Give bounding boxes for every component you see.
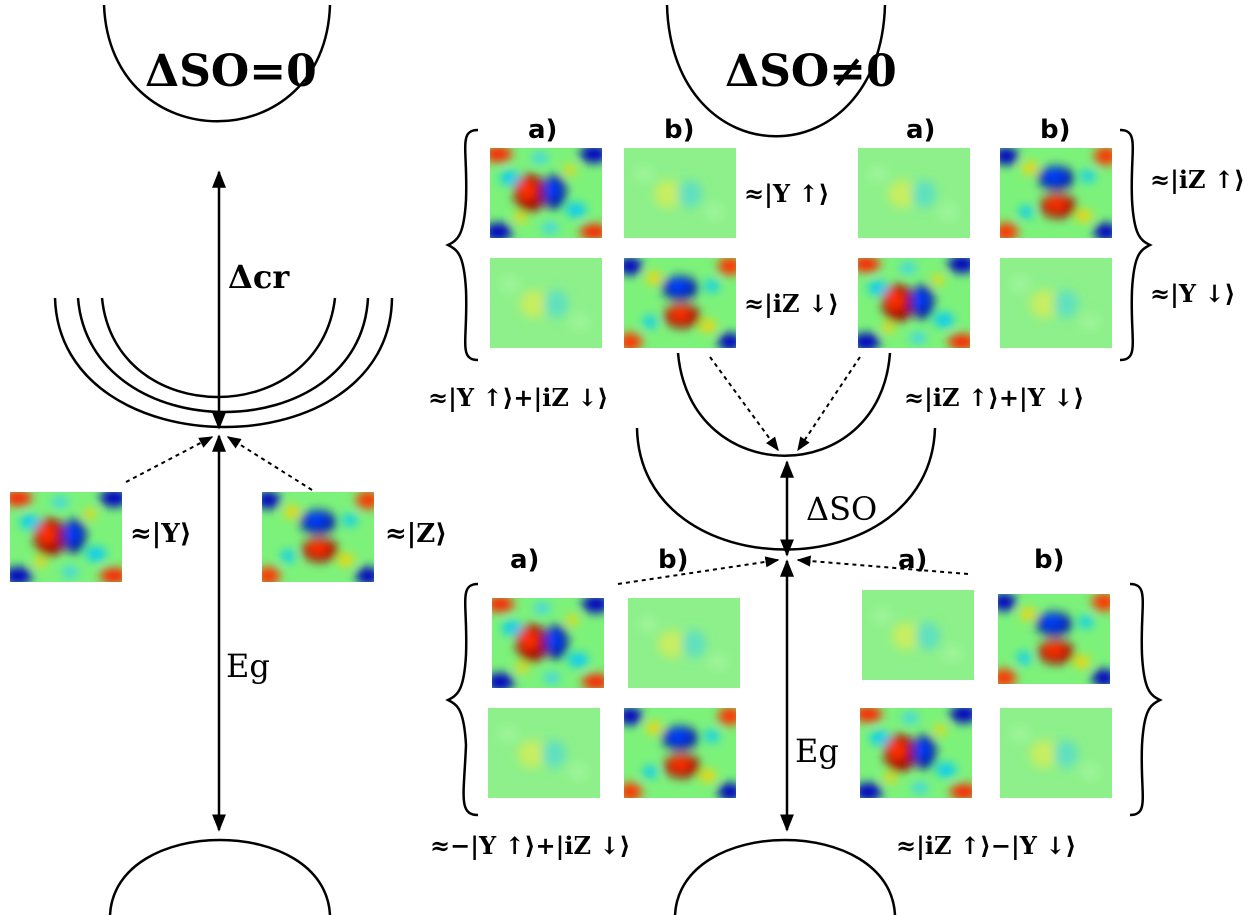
title-right: ΔSO≠0 bbox=[725, 46, 897, 97]
lower-label-b2: b) bbox=[1034, 545, 1065, 575]
conduction-band-top-right bbox=[665, 4, 887, 138]
upper-label-a1: a) bbox=[528, 115, 557, 145]
title-left: ΔSO=0 bbox=[145, 46, 317, 97]
lower-left-brace bbox=[445, 582, 479, 817]
lower-combo-left-label: ≈−|Y ↑⟩+|iZ ↓⟩ bbox=[430, 831, 630, 860]
lower-label-a1: a) bbox=[510, 545, 539, 575]
upper-row2-mid-label: ≈|iZ ↓⟩ bbox=[744, 289, 839, 318]
orbital-map-lower-r1-b1 bbox=[628, 598, 740, 688]
orbital-map-upper-r2-a1 bbox=[490, 258, 602, 348]
lower-label-b1: b) bbox=[658, 545, 689, 575]
conduction-band-top-left bbox=[102, 4, 332, 123]
orbital-map-lower-r1-a2 bbox=[862, 590, 974, 680]
orbital-map-upper-r1-b2 bbox=[994, 147, 1118, 241]
eg-label-left: Eg bbox=[226, 647, 270, 685]
upper-row1-right-label: ≈|iZ ↑⟩ bbox=[1150, 165, 1245, 194]
lower-right-dotted-arrow bbox=[796, 555, 969, 575]
delta-cr-label: Δcr bbox=[228, 258, 290, 296]
upper-row2-right-label: ≈|Y ↓⟩ bbox=[1150, 279, 1235, 308]
upper-left-brace bbox=[445, 128, 479, 362]
left-diagram bbox=[53, 4, 394, 915]
orbital-map-lower-r2-b2 bbox=[1000, 708, 1112, 798]
right-diagram bbox=[445, 4, 1163, 915]
upper-label-a2: a) bbox=[906, 115, 935, 145]
orbital-map-lower-r2-b1 bbox=[618, 707, 742, 801]
orbital-map-y bbox=[4, 489, 128, 585]
upper-label-b2: b) bbox=[1040, 115, 1071, 145]
upper-combo-right-label: ≈|iZ ↑⟩+|Y ↓⟩ bbox=[904, 383, 1084, 412]
upper-left-dotted-arrow bbox=[709, 356, 779, 452]
orbital-map-lower-r2-a2 bbox=[854, 705, 978, 801]
lower-right-brace bbox=[1129, 582, 1163, 817]
orbital-map-upper-r2-a2 bbox=[852, 255, 976, 351]
orbital-map-lower-r1-a1 bbox=[486, 595, 610, 691]
lower-band-left bbox=[108, 838, 332, 915]
orbital-map-upper-r1-b1 bbox=[624, 148, 736, 238]
lower-band-right bbox=[673, 838, 897, 915]
lower-combo-right-label: ≈|iZ ↑⟩−|Y ↓⟩ bbox=[896, 831, 1076, 860]
delta-so-label: ΔSO bbox=[806, 490, 877, 528]
state-z-label: ≈|Z⟩ bbox=[385, 519, 447, 549]
upper-row1-mid-label: ≈|Y ↑⟩ bbox=[744, 179, 829, 208]
eg-label-right: Eg bbox=[795, 732, 839, 770]
lower-label-a2: a) bbox=[898, 545, 927, 575]
state-y-label: ≈|Y⟩ bbox=[130, 519, 192, 549]
orbital-map-lower-r1-b2 bbox=[992, 593, 1116, 687]
upper-right-brace bbox=[1119, 128, 1153, 362]
orbital-map-z bbox=[256, 491, 380, 585]
y-arrow-left bbox=[125, 436, 214, 483]
upper-valence-band-right bbox=[676, 352, 892, 457]
z-arrow-left bbox=[226, 436, 313, 491]
orbital-map-upper-r2-b2 bbox=[1000, 258, 1112, 348]
orbital-map-upper-r1-a2 bbox=[858, 148, 970, 238]
upper-label-b1: b) bbox=[664, 115, 695, 145]
orbital-map-upper-r1-a1 bbox=[484, 145, 608, 241]
upper-combo-left-label: ≈|Y ↑⟩+|iZ ↓⟩ bbox=[428, 383, 608, 412]
orbital-map-lower-r2-a1 bbox=[488, 708, 600, 798]
upper-right-dotted-arrow bbox=[797, 356, 861, 452]
lower-left-dotted-arrow bbox=[617, 556, 780, 585]
valence-band-2-left bbox=[76, 297, 370, 414]
orbital-map-upper-r2-b1 bbox=[618, 257, 742, 351]
